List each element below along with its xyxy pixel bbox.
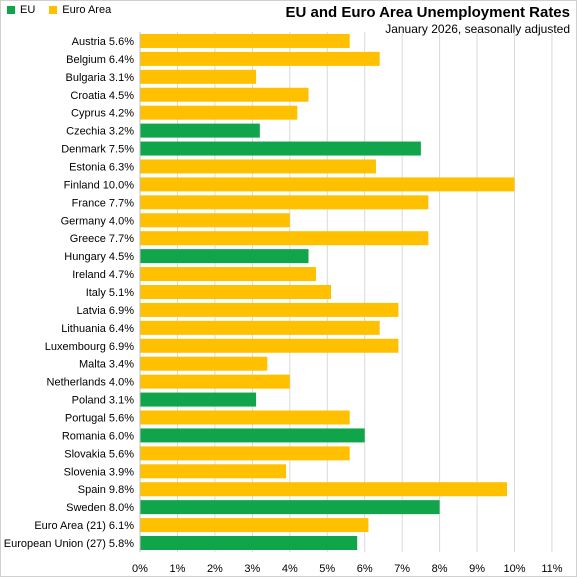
legend-item-eu: EU xyxy=(7,4,35,16)
category-label-22: Romania 6.0% xyxy=(62,430,134,442)
category-label-10: Germany 4.0% xyxy=(61,215,135,227)
x-tick-label-4: 4% xyxy=(282,563,298,575)
bar-20 xyxy=(140,392,257,407)
bar-27 xyxy=(140,518,369,533)
legend: EU Euro Area xyxy=(7,4,111,16)
category-label-21: Portugal 5.6% xyxy=(65,412,134,424)
category-label-14: Italy 5.1% xyxy=(86,287,135,299)
bar-0 xyxy=(140,33,350,48)
bar-16 xyxy=(140,320,380,335)
category-label-17: Luxembourg 6.9% xyxy=(45,341,134,353)
bar-11 xyxy=(140,231,429,246)
category-label-16: Lithuania 6.4% xyxy=(61,323,134,335)
x-tick-label-8: 8% xyxy=(432,563,448,575)
chart-subtitle: January 2026, seasonally adjusted xyxy=(385,22,570,36)
bar-24 xyxy=(140,464,287,479)
category-label-2: Bulgaria 3.1% xyxy=(66,72,135,84)
bar-23 xyxy=(140,446,350,461)
bar-5 xyxy=(140,123,260,138)
bar-3 xyxy=(140,87,309,102)
bar-28 xyxy=(140,536,358,551)
x-tick-label-0: 0% xyxy=(132,563,148,575)
x-tick-label-11: 11% xyxy=(541,563,562,575)
bar-1 xyxy=(140,51,380,66)
category-label-23: Slovakia 5.6% xyxy=(64,448,134,460)
legend-swatch-eu xyxy=(7,6,15,14)
category-label-27: Euro Area (21) 6.1% xyxy=(34,520,134,532)
bar-6 xyxy=(140,141,421,156)
category-label-13: Ireland 4.7% xyxy=(72,269,134,281)
category-label-11: Greece 7.7% xyxy=(70,233,134,245)
bar-15 xyxy=(140,302,399,317)
x-tick-label-3: 3% xyxy=(244,563,260,575)
category-label-6: Denmark 7.5% xyxy=(61,144,134,156)
bar-10 xyxy=(140,213,290,228)
bar-19 xyxy=(140,374,290,389)
category-label-5: Czechia 3.2% xyxy=(66,126,134,138)
x-tick-label-2: 2% xyxy=(207,563,223,575)
x-tick-label-10: 10% xyxy=(503,563,525,575)
legend-swatch-euro-area xyxy=(49,6,58,14)
category-label-1: Belgium 6.4% xyxy=(66,54,134,66)
x-tick-label-9: 9% xyxy=(469,563,485,575)
category-label-18: Malta 3.4% xyxy=(79,359,134,371)
legend-item-euro-area: Euro Area xyxy=(49,4,111,16)
category-label-9: France 7.7% xyxy=(72,197,135,209)
category-label-12: Hungary 4.5% xyxy=(64,251,134,263)
bar-14 xyxy=(140,284,331,299)
x-tick-label-7: 7% xyxy=(394,563,410,575)
bar-4 xyxy=(140,105,298,120)
bar-8 xyxy=(140,177,515,192)
bar-26 xyxy=(140,500,440,515)
x-tick-label-5: 5% xyxy=(319,563,335,575)
bar-9 xyxy=(140,195,429,210)
category-label-19: Netherlands 4.0% xyxy=(47,377,135,389)
category-label-4: Cyprus 4.2% xyxy=(71,108,134,120)
category-label-15: Latvia 6.9% xyxy=(77,305,135,317)
bar-2 xyxy=(140,69,257,84)
category-label-25: Spain 9.8% xyxy=(78,484,134,496)
bar-22 xyxy=(140,428,365,443)
bar-18 xyxy=(140,356,268,371)
category-label-24: Slovenia 3.9% xyxy=(64,466,135,478)
bar-12 xyxy=(140,249,309,264)
category-label-8: Finland 10.0% xyxy=(64,179,135,191)
x-tick-label-6: 6% xyxy=(357,563,373,575)
x-tick-label-1: 1% xyxy=(169,563,185,575)
legend-label-euro-area: Euro Area xyxy=(62,4,112,16)
category-label-26: Sweden 8.0% xyxy=(66,502,134,514)
category-label-28: European Union (27) 5.8% xyxy=(4,538,134,550)
legend-label-eu: EU xyxy=(20,4,36,16)
category-label-20: Poland 3.1% xyxy=(72,395,135,407)
chart-title: EU and Euro Area Unemployment Rates xyxy=(285,4,570,21)
bar-21 xyxy=(140,410,350,425)
bar-17 xyxy=(140,338,399,353)
category-label-7: Estonia 6.3% xyxy=(69,161,134,173)
title-block: EU and Euro Area Unemployment Rates Janu… xyxy=(285,4,570,36)
bar-13 xyxy=(140,267,317,282)
bar-7 xyxy=(140,159,376,174)
category-label-3: Croatia 4.5% xyxy=(70,90,134,102)
bar-25 xyxy=(140,482,508,497)
category-label-0: Austria 5.6% xyxy=(72,36,135,48)
